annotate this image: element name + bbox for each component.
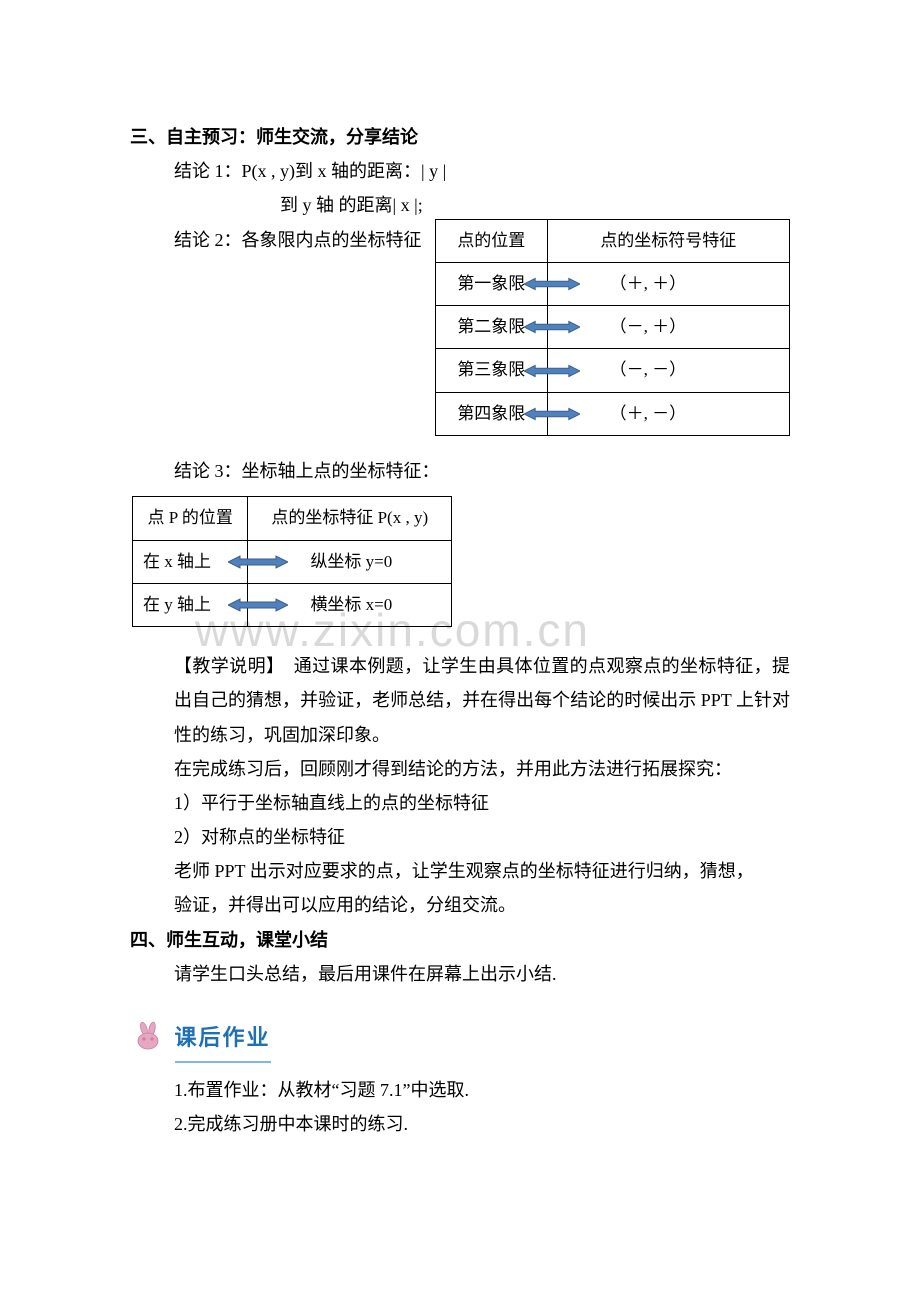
table-row: 第二象限 （－, ＋）	[436, 306, 790, 349]
table2-r0-sign: 纵坐标 y=0	[310, 546, 392, 578]
stray-dot: .	[168, 120, 173, 154]
table1-r3-sign: （＋, －）	[610, 398, 687, 430]
explain-l1: 1）平行于坐标轴直线上的点的坐标特征	[130, 786, 790, 820]
table1-r1-sign: （－, ＋）	[610, 311, 687, 343]
page-content: . 三、自主预习：师生交流，分享结论 结论 1：P(x , y)到 x 轴的距离…	[0, 0, 920, 1221]
section4-line: 请学生口头总结，最后用课件在屏幕上出示小结.	[130, 957, 790, 991]
homework-title: 课后作业	[175, 1017, 271, 1063]
table1-r1c1: （－, ＋）	[547, 306, 789, 349]
table-row: 在 y 轴上 横坐标 x=0	[133, 583, 452, 626]
double-arrow-icon	[524, 320, 580, 334]
table1-r2c1: （－, －）	[547, 349, 789, 392]
quadrant-sign-table: 点的位置 点的坐标符号特征 第一象限 （＋, ＋） 第二象限 （－, ＋） 第三…	[435, 219, 790, 436]
explain-p3: 老师 PPT 出示对应要求的点，让学生观察点的坐标特征进行归纳，猜想，	[130, 854, 790, 888]
double-arrow-icon	[228, 555, 288, 569]
table1-r0-sign: （＋, ＋）	[610, 268, 687, 300]
table-row: 点的位置 点的坐标符号特征	[436, 219, 790, 262]
explain-l2: 2）对称点的坐标特征	[130, 820, 790, 854]
double-arrow-icon	[524, 277, 580, 291]
table1-h0: 点的位置	[436, 219, 548, 262]
section3-heading: 三、自主预习：师生交流，分享结论	[130, 120, 790, 154]
conclusion3-intro: 结论 3：坐标轴上点的坐标特征：	[130, 454, 790, 488]
homework-l2: 2.完成练习册中本课时的练习.	[130, 1107, 790, 1141]
table-row: 第一象限 （＋, ＋）	[436, 262, 790, 305]
double-arrow-icon	[524, 364, 580, 378]
table-row: 点 P 的位置 点的坐标特征 P(x , y)	[133, 497, 452, 540]
conclusion1-line1: 结论 1：P(x , y)到 x 轴的距离：| y |	[130, 154, 790, 188]
table2-r0c1: 纵坐标 y=0	[248, 540, 452, 583]
homework-l1: 1.布置作业：从教材“习题 7.1”中选取.	[130, 1073, 790, 1107]
table-row: 第四象限 （＋, －）	[436, 392, 790, 435]
conclusion1-line2: 到 y 轴 的距离| x |;	[130, 188, 790, 222]
table1-r2-sign: （－, －）	[610, 354, 687, 386]
table2-h0: 点 P 的位置	[133, 497, 248, 540]
table2-r1-sign: 横坐标 x=0	[310, 589, 392, 621]
table-row: 第三象限 （－, －）	[436, 349, 790, 392]
homework-heading-row: 课后作业	[130, 1017, 790, 1063]
axis-point-table: 点 P 的位置 点的坐标特征 P(x , y) 在 x 轴上 纵坐标 y=0 在…	[132, 496, 452, 627]
table1-h1: 点的坐标符号特征	[547, 219, 789, 262]
table1-r0c1: （＋, ＋）	[547, 262, 789, 305]
table2-r1c1: 横坐标 x=0	[248, 583, 452, 626]
double-arrow-icon	[524, 407, 580, 421]
double-arrow-icon	[228, 598, 288, 612]
section4-heading: 四、师生互动，课堂小结	[130, 923, 790, 957]
table1-wrap: 点的位置 点的坐标符号特征 第一象限 （＋, ＋） 第二象限 （－, ＋） 第三…	[435, 223, 790, 436]
table-row: 在 x 轴上 纵坐标 y=0	[133, 540, 452, 583]
explain-p4: 验证，并得出可以应用的结论，分组交流。	[130, 888, 790, 922]
rabbit-icon	[130, 1021, 168, 1051]
explain-p1: 【教学说明】 通过课本例题，让学生由具体位置的点观察点的坐标特征，提出自己的猜想…	[130, 649, 790, 752]
table2-h1: 点的坐标特征 P(x , y)	[248, 497, 452, 540]
table1-r3c1: （＋, －）	[547, 392, 789, 435]
explain-p2: 在完成练习后，回顾刚才得到结论的方法，并用此方法进行拓展探究：	[130, 752, 790, 786]
